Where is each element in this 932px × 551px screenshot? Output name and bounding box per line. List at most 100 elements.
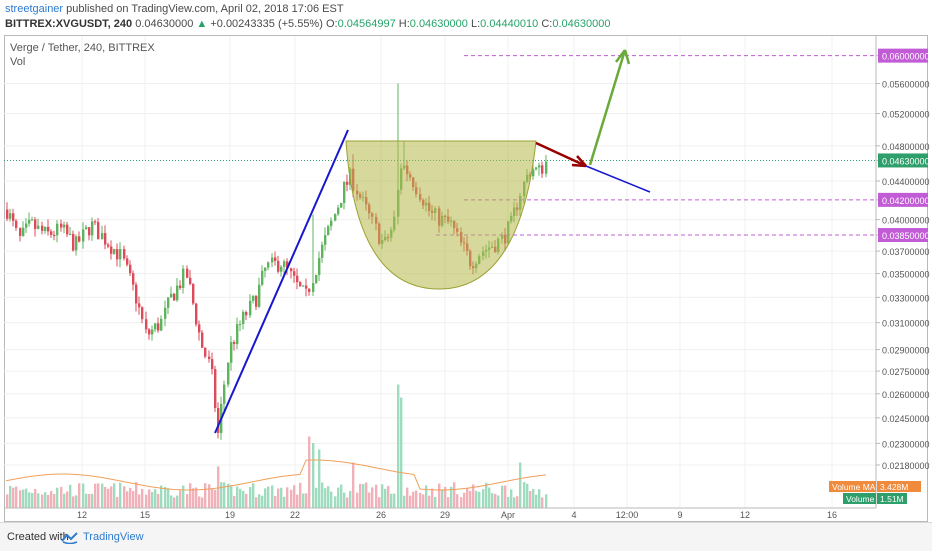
volume-label: Volume	[846, 494, 875, 504]
legend-title: Verge / Tether, 240, BITTREX	[10, 42, 155, 54]
volume-bar	[198, 496, 201, 508]
volume-bar	[324, 488, 327, 508]
volume-bar	[267, 486, 270, 508]
price-tag	[878, 228, 928, 243]
volume-bar	[504, 485, 507, 508]
volume-bar	[412, 491, 415, 508]
volume-ma-label: Volume MA	[832, 482, 876, 492]
candle-body	[204, 347, 207, 357]
volume-bar	[494, 493, 497, 508]
volume-bar	[419, 492, 422, 508]
volume-bar	[141, 488, 144, 508]
volume-bar	[378, 497, 381, 508]
volume-bar	[9, 485, 12, 508]
candle-body	[312, 283, 315, 292]
candle-body	[182, 268, 185, 288]
chart-frame[interactable]	[4, 35, 928, 522]
volume-bar	[223, 482, 226, 508]
y-tick-label: 0.03700000	[882, 247, 930, 257]
volume-bar	[406, 487, 409, 508]
candle-body	[141, 307, 144, 320]
candle-body	[290, 268, 293, 272]
candle-body	[208, 356, 211, 360]
candle-body	[9, 213, 12, 219]
volume-bar	[545, 494, 548, 508]
volume-bar	[280, 487, 283, 508]
volume-bar	[274, 496, 277, 508]
volume-bar	[337, 487, 340, 508]
y-tick-label: 0.02180000	[882, 461, 930, 471]
volume-bar	[50, 490, 53, 508]
y-tick-label: 0.03850000	[882, 231, 930, 241]
volume-bar	[290, 489, 293, 508]
volume-bar	[434, 497, 437, 508]
volume-bar	[167, 488, 170, 508]
candle-body	[267, 262, 270, 268]
candle-body	[91, 221, 94, 236]
uptrend-line	[214, 129, 349, 434]
volume-bar	[447, 497, 450, 508]
y-tick-label: 0.05600000	[882, 80, 930, 90]
candle-body	[201, 332, 204, 348]
volume-bar	[438, 483, 441, 508]
candle-body	[126, 258, 129, 265]
volume-bar	[488, 487, 491, 508]
volume-bar	[302, 493, 305, 508]
chart-header: streetgainer published on TradingView.co…	[0, 0, 932, 32]
volume-ma-tag	[829, 481, 876, 492]
candle-body	[37, 225, 40, 229]
volume-bar	[227, 483, 230, 508]
volume-bar	[321, 482, 324, 508]
cup-pattern	[345, 140, 537, 290]
volume-bar	[157, 493, 160, 508]
candle-body	[264, 267, 267, 271]
volume-ma-line	[5, 459, 547, 491]
candle-body	[340, 203, 343, 208]
volume-bar	[381, 484, 384, 508]
candle-body	[60, 223, 63, 228]
volume-bar	[104, 487, 107, 508]
volume-bar	[164, 486, 167, 508]
volume-bar	[113, 483, 116, 508]
projection-line	[585, 165, 651, 193]
volume-bar	[519, 462, 522, 508]
volume-bar	[409, 495, 412, 508]
candle-body	[261, 270, 264, 285]
candle-body	[334, 214, 337, 221]
candle-body	[337, 207, 340, 215]
candle-body	[31, 219, 34, 221]
x-tick-label: 12:00	[616, 510, 639, 520]
volume-bar	[513, 497, 516, 508]
volume-ma-value-tag	[877, 481, 921, 492]
candle-body	[12, 213, 15, 221]
candle-body	[56, 223, 59, 236]
candle-body	[283, 261, 286, 267]
volume-bar	[154, 489, 157, 508]
volume-bar	[397, 384, 400, 508]
x-tick-label: 29	[440, 510, 450, 520]
volume-bar	[482, 489, 485, 508]
x-tick-label: 12	[740, 510, 750, 520]
volume-bar	[258, 494, 261, 508]
volume-bar	[507, 496, 510, 508]
volume-bar	[340, 484, 343, 508]
volume-bar	[126, 491, 129, 508]
candle-body	[72, 233, 75, 251]
high-value: 0.04630000	[409, 18, 468, 30]
candle-body	[19, 227, 22, 236]
volume-bar	[44, 492, 47, 508]
volume-bar	[444, 486, 447, 508]
candle-body	[116, 249, 119, 260]
candle-body	[302, 285, 305, 287]
candle-body	[274, 257, 277, 261]
volume-bar	[308, 436, 311, 508]
volume-bar	[208, 484, 211, 508]
volume-bar	[535, 494, 538, 508]
candle-body	[189, 277, 192, 284]
candle-body	[119, 249, 122, 260]
author-link[interactable]: streetgainer	[5, 3, 64, 15]
tradingview-brand-link[interactable]: TradingView	[83, 531, 144, 543]
volume-bar	[538, 489, 541, 508]
volume-bar	[371, 487, 374, 508]
